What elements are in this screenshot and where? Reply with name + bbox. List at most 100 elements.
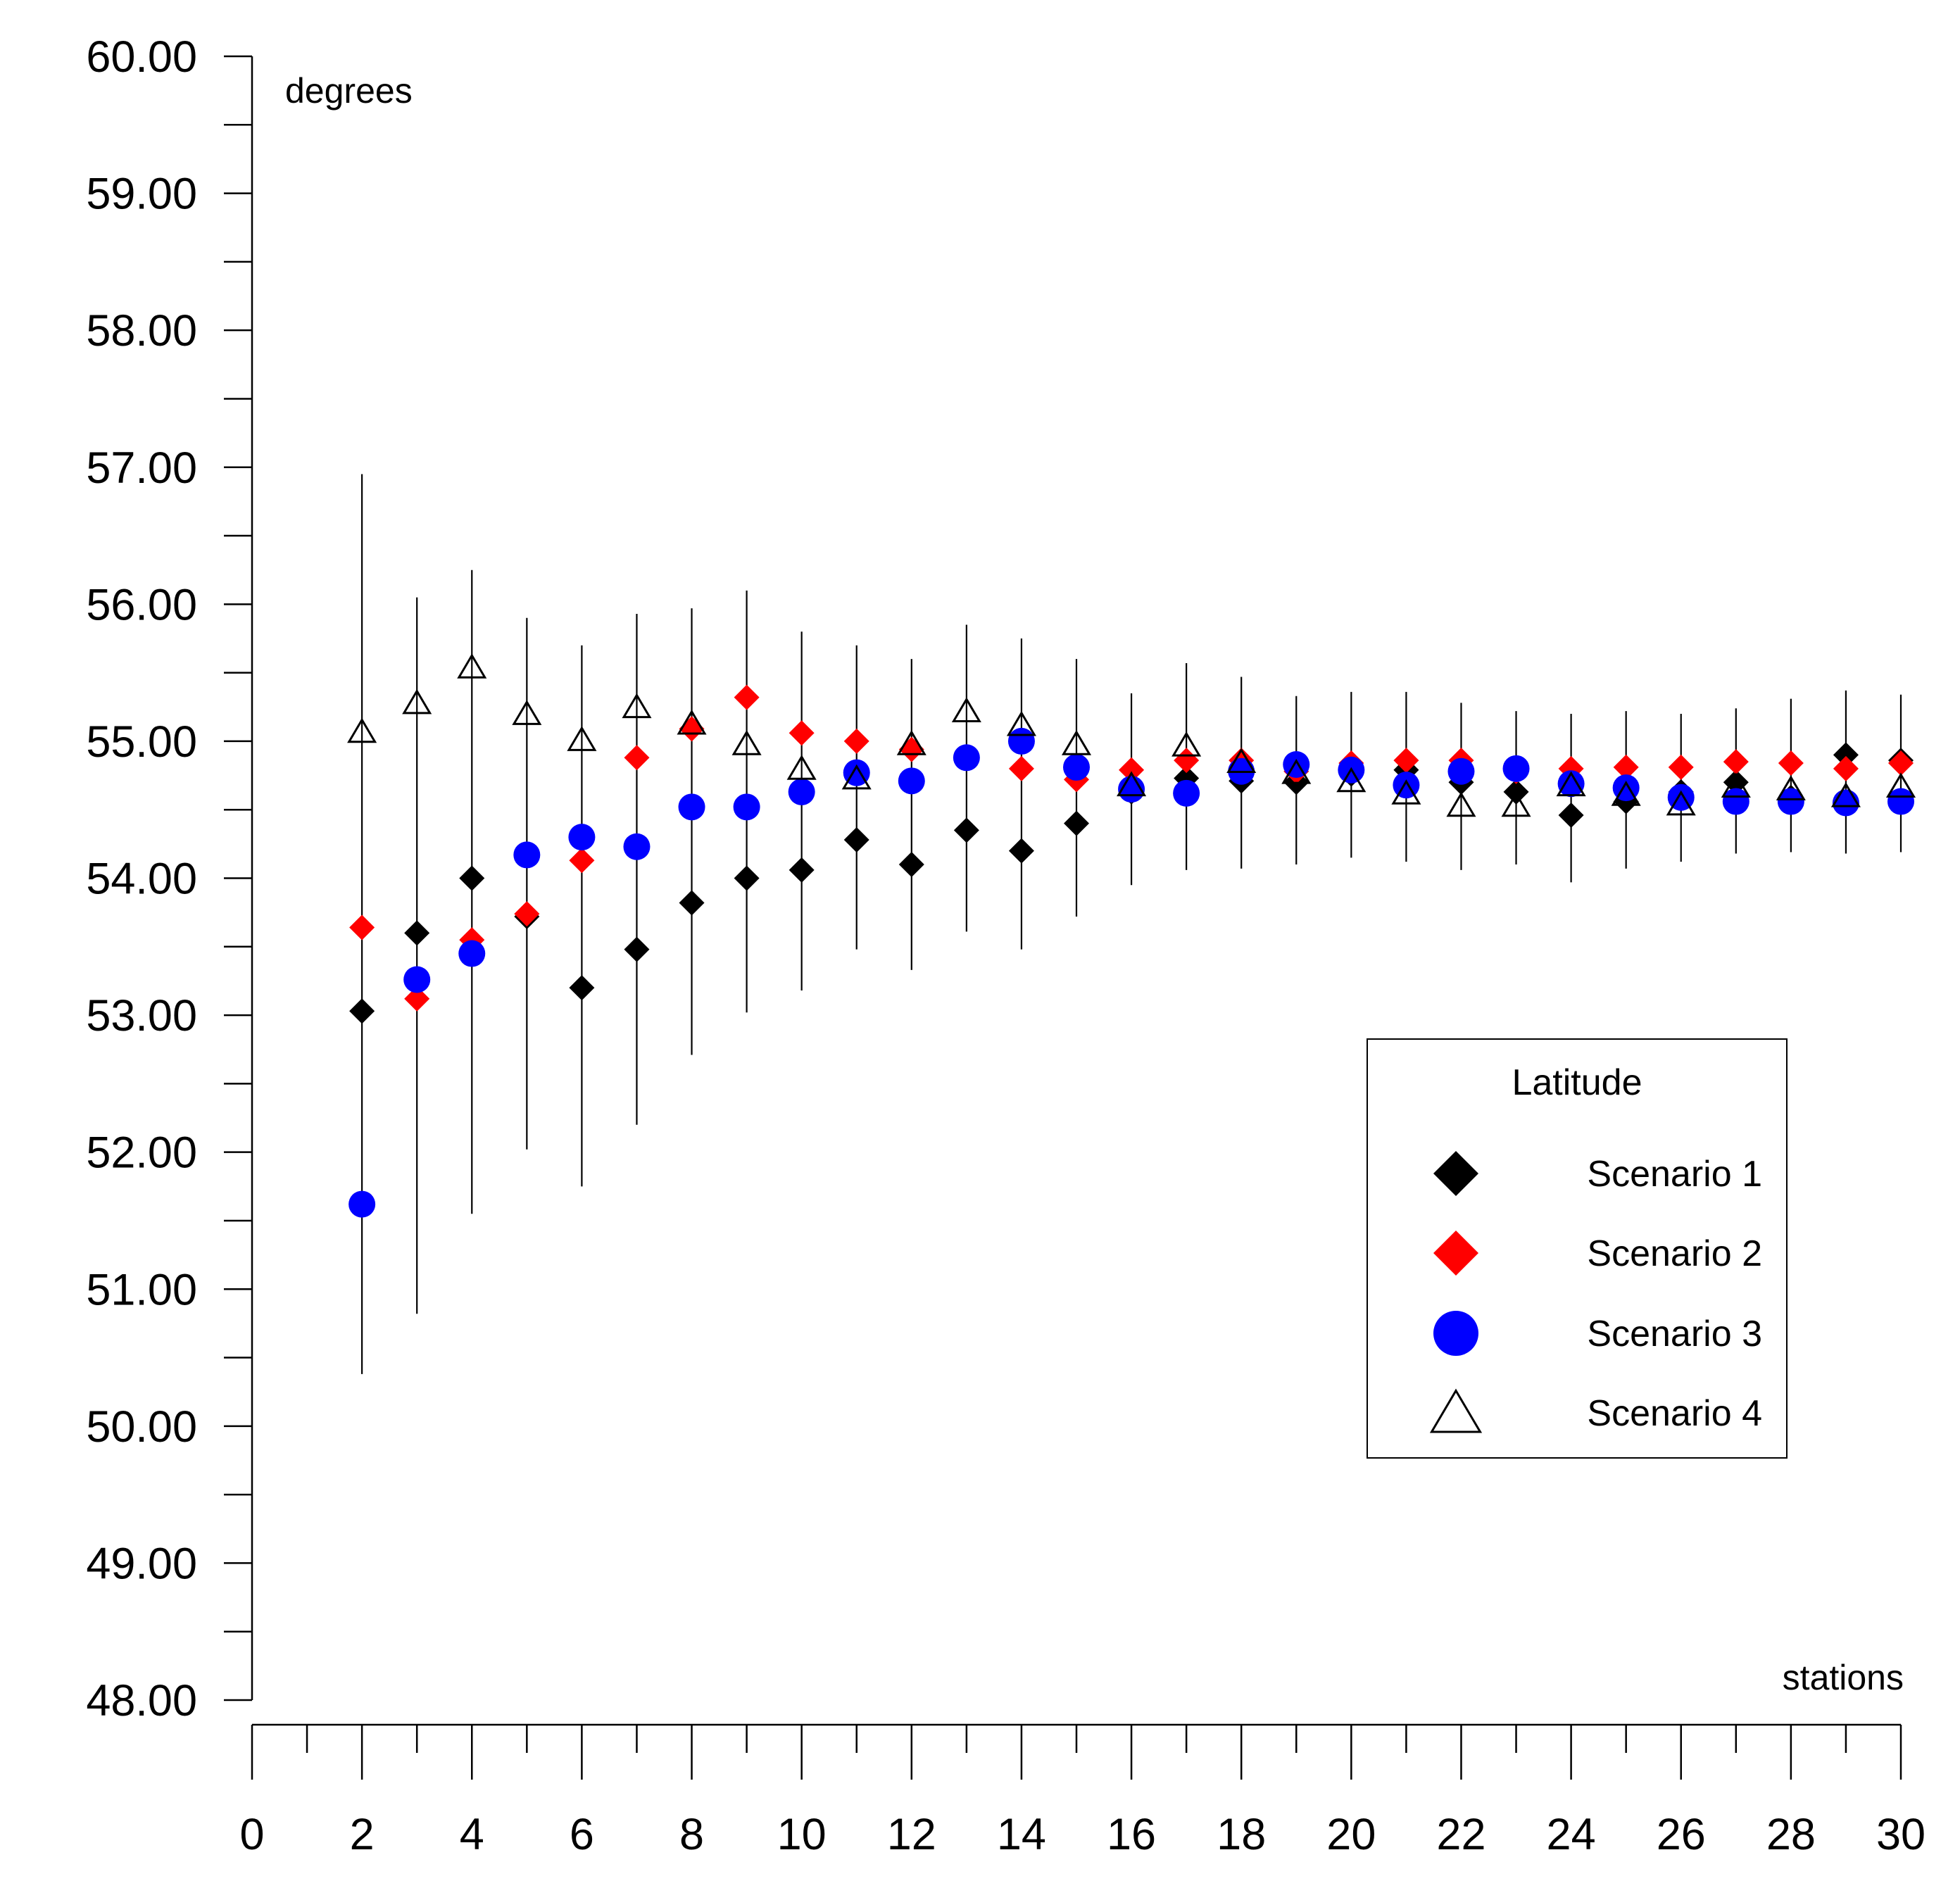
data-point [623, 833, 651, 860]
data-point [786, 755, 817, 780]
data-point [1888, 750, 1914, 776]
data-point [789, 857, 815, 883]
data-point [348, 1190, 376, 1218]
data-point [568, 824, 596, 851]
data-point [513, 841, 541, 869]
data-point [349, 998, 375, 1024]
data-point [404, 986, 430, 1012]
data-point [1778, 750, 1804, 776]
y-tick-label: 53.00 [86, 991, 197, 1040]
data-point [734, 684, 760, 710]
legend: Latitude Scenario 1 Scenario 2 Scenario 3 S… [1367, 1038, 1788, 1459]
legend-marker [1433, 1231, 1478, 1276]
data-point [402, 688, 432, 715]
data-point [898, 852, 924, 878]
data-point [733, 793, 760, 821]
x-tick-label: 30 [1876, 1810, 1926, 1859]
y-axis: 48.00 49.00 50.00 51.00 52.00 53.00 54.00 55.00… [86, 32, 253, 1725]
data-point [1226, 748, 1257, 774]
data-point [1557, 770, 1585, 798]
legend-marker [1433, 1311, 1478, 1356]
data-point [1063, 753, 1090, 781]
data-point [1281, 758, 1312, 784]
data-point [1558, 802, 1584, 828]
legend-entry-label: Scenario 2 [1587, 1233, 1762, 1274]
x-tick-label: 8 [679, 1810, 704, 1859]
data-point [1283, 750, 1310, 778]
data-point [622, 693, 652, 719]
data-point [1723, 769, 1749, 795]
data-point [1887, 788, 1914, 815]
data-point [843, 827, 869, 853]
x-tick-label: 28 [1766, 1810, 1816, 1859]
legend-marker [1433, 1151, 1478, 1196]
data-point [1776, 775, 1806, 800]
data-point [1008, 755, 1034, 781]
data-point [841, 764, 872, 790]
data-point [898, 767, 925, 795]
legend-box [1367, 1038, 1788, 1459]
data-point [1391, 779, 1421, 805]
y-tick-label: 50.00 [86, 1402, 197, 1452]
data-point [1061, 730, 1092, 755]
legend-marker [1429, 1388, 1483, 1433]
data-point [679, 890, 705, 916]
data-point [458, 940, 486, 967]
data-point [677, 709, 707, 735]
y-tick-label: 59.00 [86, 170, 197, 219]
data-point [1446, 791, 1476, 817]
data-point [678, 793, 705, 821]
data-point [403, 966, 431, 993]
data-point [731, 730, 762, 755]
data-point [569, 848, 595, 874]
x-tick-label: 4 [460, 1810, 484, 1859]
x-tick-label: 0 [239, 1810, 264, 1859]
data-point [624, 745, 650, 771]
y-tick-label: 57.00 [86, 443, 197, 493]
data-point [1007, 727, 1035, 755]
x-axis-label: stations [1783, 1658, 1904, 1697]
y-tick-label: 49.00 [86, 1539, 197, 1588]
data-point [457, 653, 487, 679]
y-tick-label: 54.00 [86, 855, 197, 904]
data-point [569, 975, 595, 1001]
data-point [1833, 742, 1859, 768]
x-tick-label: 16 [1107, 1810, 1156, 1859]
data-point [1556, 771, 1586, 797]
data-point [349, 914, 375, 941]
x-tick-label: 10 [777, 1810, 827, 1859]
legend-entry-label: Scenario 4 [1587, 1393, 1762, 1434]
data-point [843, 728, 869, 754]
x-tick-label: 6 [570, 1810, 594, 1859]
data-point [1171, 731, 1202, 757]
x-axis: 0 2 4 6 8 10 12 14 16 18 20 22 24 26 28 30 [239, 1723, 1926, 1859]
data-point [953, 817, 979, 843]
data-point [1501, 791, 1531, 817]
data-point [1174, 748, 1200, 774]
data-point [459, 865, 485, 891]
y-tick-label: 56.00 [86, 580, 197, 629]
data-point [1832, 789, 1859, 817]
y-tick-label: 51.00 [86, 1265, 197, 1314]
x-tick-label: 12 [887, 1810, 936, 1859]
data-point [1721, 772, 1751, 798]
x-tick-label: 2 [350, 1810, 375, 1859]
y-tick-label: 58.00 [86, 306, 197, 356]
data-point [953, 744, 980, 772]
y-tick-label: 52.00 [86, 1128, 197, 1178]
data-point [1393, 748, 1419, 774]
data-point [1502, 755, 1530, 782]
data-point [789, 720, 815, 746]
data-point [1119, 757, 1145, 783]
data-point [1008, 838, 1034, 864]
data-point [1613, 754, 1639, 780]
data-point [1006, 710, 1036, 736]
data-point [1393, 772, 1420, 799]
data-point [1064, 810, 1089, 836]
series-4 [347, 653, 1916, 817]
data-point [1447, 757, 1475, 785]
legend-entry-label: Scenario 3 [1587, 1314, 1762, 1354]
data-point [788, 778, 815, 805]
y-tick-label: 55.00 [86, 717, 197, 767]
